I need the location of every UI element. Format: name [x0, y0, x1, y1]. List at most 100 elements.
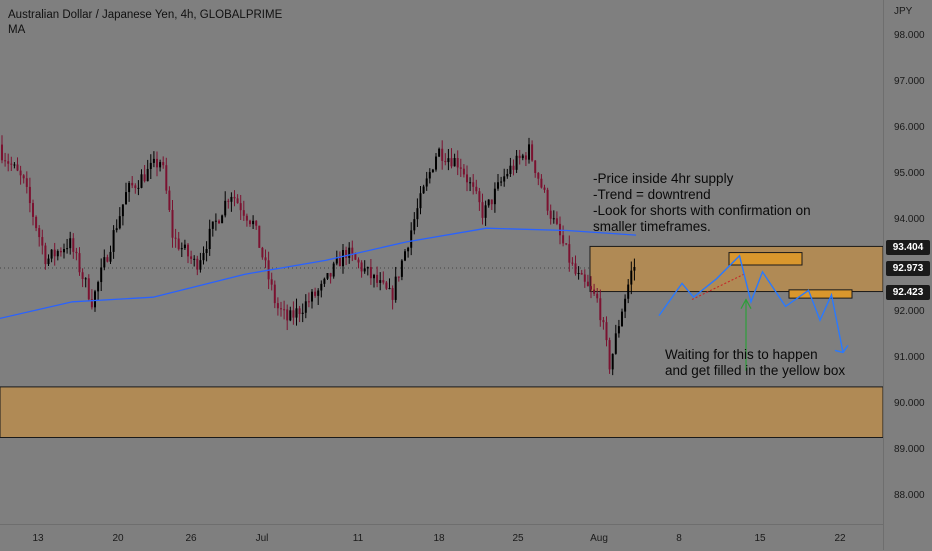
candle-body	[546, 189, 549, 211]
candle-body	[171, 209, 174, 238]
candle-body	[407, 247, 410, 252]
candle-body	[25, 178, 28, 187]
candle-body	[295, 308, 298, 318]
candle-body	[118, 216, 121, 229]
candle-body	[44, 245, 47, 265]
price-axis[interactable]: JPY 98.000 97.000 96.000 95.000 94.000 9…	[883, 0, 932, 550]
candle-body	[224, 200, 227, 216]
candle-body	[149, 162, 152, 169]
candle-body	[614, 333, 617, 354]
candle-body	[453, 158, 456, 167]
candle-body	[404, 251, 406, 261]
candle-body	[503, 176, 506, 182]
candle-body	[103, 257, 106, 268]
candle-body	[500, 181, 503, 183]
candle-body	[97, 282, 100, 292]
candle-body	[28, 186, 31, 204]
price-chart[interactable]: Australian Dollar / Japanese Yen, 4h, GL…	[0, 0, 884, 524]
candle-body	[311, 291, 313, 302]
candle-body	[506, 173, 509, 177]
candle-body	[307, 301, 310, 303]
candle-body	[608, 340, 611, 370]
candle-body	[605, 322, 608, 341]
candle-body	[38, 228, 41, 238]
candle-body	[156, 158, 158, 168]
chart-canvas[interactable]	[0, 0, 884, 524]
candle-body	[289, 310, 292, 321]
candle-body	[16, 164, 19, 171]
candle-body	[611, 353, 614, 370]
waiting-note[interactable]: Waiting for this to happen and get fille…	[665, 347, 845, 379]
symbol-title[interactable]: Australian Dollar / Japanese Yen, 4h, GL…	[8, 9, 283, 21]
candle-body	[283, 309, 286, 311]
candle-body	[490, 199, 493, 205]
analysis-note[interactable]: -Price inside 4hr supply -Trend = downtr…	[593, 171, 811, 235]
candle-body	[345, 250, 348, 258]
time-tick: 18	[433, 533, 445, 544]
candle-body	[351, 247, 354, 254]
candle-body	[1, 144, 3, 161]
trend-line	[691, 273, 745, 300]
candle-body	[450, 158, 453, 167]
candle-body	[196, 258, 199, 270]
time-axis[interactable]: 13 20 26 Jul 11 18 25 Aug 8 15 22	[0, 524, 883, 551]
candle-body	[459, 167, 462, 169]
candle-body	[565, 243, 568, 245]
indicator-label[interactable]: MA	[8, 24, 26, 36]
analysis-line: smaller timeframes.	[593, 219, 711, 234]
candle-body	[121, 204, 124, 217]
candle-body	[84, 278, 87, 280]
candle-body	[187, 244, 189, 257]
candle-body	[633, 266, 636, 271]
price-tick: 91.000	[894, 352, 925, 363]
time-tick: 25	[512, 533, 524, 544]
analysis-line: -Look for shorts with confirmation on	[593, 203, 811, 218]
candle-body	[242, 210, 245, 216]
candle-body	[373, 274, 375, 279]
candle-body	[596, 293, 599, 299]
candle-body	[183, 244, 186, 249]
candle-body	[66, 248, 69, 250]
candle-body	[617, 326, 620, 334]
candle-body	[425, 178, 428, 187]
candle-body	[428, 172, 431, 179]
candle-body	[152, 158, 155, 163]
candle-body	[143, 174, 146, 182]
candle-body	[218, 220, 220, 224]
time-tick: 20	[112, 533, 124, 544]
candle-body	[273, 284, 276, 304]
candle-body	[512, 165, 515, 170]
candle-body	[280, 308, 282, 310]
candle-body	[469, 182, 472, 184]
candle-body	[174, 237, 177, 239]
candle-body	[35, 216, 38, 229]
candle-body	[621, 311, 623, 327]
candle-body	[528, 144, 530, 160]
candle-body	[56, 251, 59, 257]
candle-body	[72, 238, 75, 252]
candle-body	[199, 260, 202, 270]
candle-body	[487, 199, 490, 206]
candle-body	[106, 257, 109, 262]
candle-body	[534, 160, 537, 173]
time-tick: 8	[676, 533, 682, 544]
candle-body	[481, 202, 484, 218]
candle-body	[177, 238, 180, 250]
candle-body	[81, 272, 84, 280]
candle-body	[87, 278, 90, 300]
candle-body	[227, 200, 230, 202]
candle-body	[444, 160, 447, 163]
entry-box	[728, 252, 803, 266]
candle-body	[583, 274, 586, 282]
time-tick: 15	[754, 533, 766, 544]
candle-body	[342, 250, 344, 267]
candle-body	[630, 270, 633, 285]
candle-body	[382, 280, 385, 283]
candle-body	[400, 260, 403, 277]
candle-body	[249, 220, 251, 225]
up-arrow-head	[740, 298, 752, 309]
candle-body	[286, 309, 289, 321]
candle-body	[193, 258, 196, 260]
price-tick: 97.000	[894, 76, 925, 87]
price-tick: 90.000	[894, 398, 925, 409]
